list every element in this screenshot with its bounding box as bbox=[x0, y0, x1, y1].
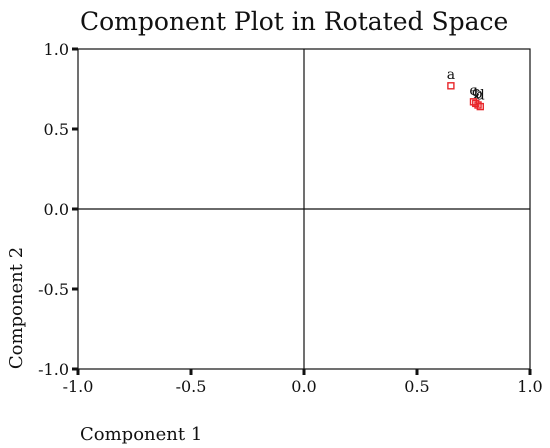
point-label-e: e bbox=[469, 83, 477, 99]
x-tick-label: -1.0 bbox=[63, 377, 94, 396]
x-tick-label: 0.0 bbox=[291, 377, 316, 396]
plot-area bbox=[77, 48, 531, 370]
x-tick-label: 0.5 bbox=[404, 377, 429, 396]
point-label-b: b bbox=[474, 86, 483, 102]
x-axis: -1.0 -0.5 0.0 0.5 1.0 bbox=[63, 369, 543, 396]
point-a bbox=[447, 82, 455, 90]
point-d bbox=[476, 102, 484, 111]
y-axis-label: Component 2 bbox=[6, 247, 27, 369]
point-label-d: d bbox=[476, 88, 485, 104]
point-b bbox=[474, 101, 482, 109]
y-tick-label: -1.0 bbox=[38, 360, 69, 379]
y-tick-label: 0.0 bbox=[44, 200, 69, 219]
x-tick-label: 1.0 bbox=[517, 377, 542, 396]
y-tick-label: 0.5 bbox=[44, 120, 69, 139]
x-tick-label: -0.5 bbox=[176, 377, 207, 396]
point-label-c: c bbox=[472, 84, 480, 100]
y-tick-label: 1.0 bbox=[44, 40, 69, 59]
x-axis-label: Component 1 bbox=[80, 424, 202, 445]
point-label-a: a bbox=[447, 67, 455, 83]
y-tick-label: -0.5 bbox=[38, 280, 69, 299]
chart-title: Component Plot in Rotated Space bbox=[80, 7, 508, 36]
y-axis: -1.0 -0.5 0.0 0.5 1.0 bbox=[38, 40, 78, 379]
